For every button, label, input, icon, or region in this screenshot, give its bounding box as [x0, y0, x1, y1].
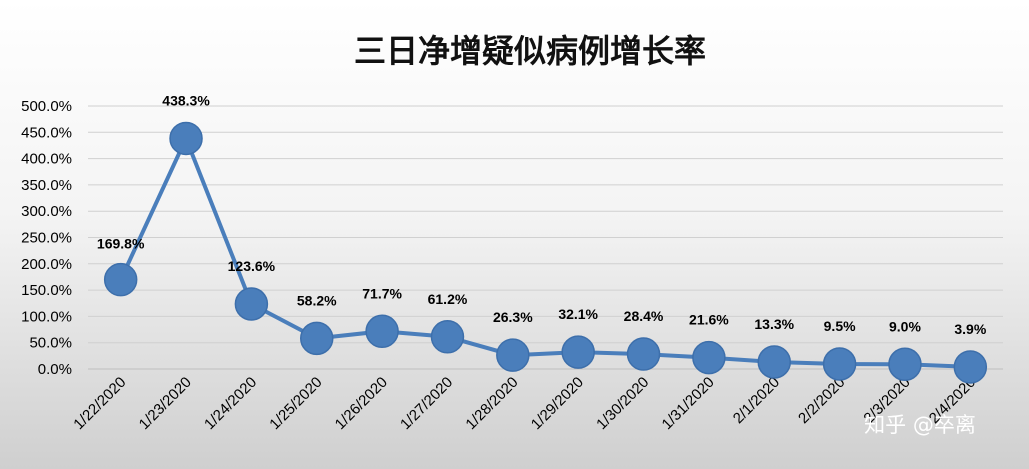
data-point: [692, 340, 726, 375]
y-tick-label: 50.0%: [29, 335, 72, 352]
y-tick-label: 450.0%: [21, 124, 72, 141]
x-tick-label: 1/23/2020: [136, 374, 195, 433]
x-tick-label: 1/25/2020: [266, 374, 325, 433]
data-label: 58.2%: [297, 292, 337, 308]
data-point: [822, 347, 857, 381]
data-point: [300, 321, 334, 356]
data-point: [430, 320, 465, 354]
data-point: [757, 345, 791, 379]
x-tick-label: 1/24/2020: [201, 374, 260, 433]
y-tick-label: 350.0%: [21, 177, 72, 194]
data-label: 26.3%: [493, 309, 533, 325]
x-tick-label: 1/30/2020: [593, 374, 652, 433]
data-point: [888, 347, 922, 382]
y-tick-label: 400.0%: [21, 151, 72, 168]
x-tick-label: 2/1/2020: [730, 374, 783, 427]
data-point: [496, 338, 530, 372]
data-label: 438.3%: [162, 92, 210, 108]
x-tick-label: 1/26/2020: [332, 374, 391, 433]
data-label: 13.3%: [754, 316, 794, 332]
watermark-text: 知乎 @卒离: [864, 413, 976, 437]
data-point: [169, 121, 203, 156]
x-tick-label: 1/29/2020: [528, 374, 587, 433]
data-point: [234, 287, 269, 321]
y-tick-label: 300.0%: [21, 203, 72, 220]
data-label: 21.6%: [689, 312, 729, 328]
y-tick-label: 100.0%: [21, 308, 72, 325]
x-tick-label: 1/22/2020: [70, 374, 129, 433]
data-point: [103, 262, 138, 297]
data-point: [953, 350, 988, 384]
data-label: 28.4%: [624, 308, 664, 324]
data-label: 3.9%: [954, 321, 986, 337]
y-tick-label: 150.0%: [21, 282, 72, 299]
y-tick-label: 0.0%: [38, 361, 72, 378]
data-label: 9.0%: [889, 318, 921, 334]
chart-title: 三日净增疑似病例增长率: [354, 32, 706, 70]
x-tick-label: 1/28/2020: [462, 374, 521, 433]
x-tick-label: 1/31/2020: [659, 374, 718, 433]
x-axis: 1/22/2020 1/23/2020 1/24/2020 1/25/2020 1/26…: [70, 368, 1003, 433]
data-label: 123.6%: [228, 258, 276, 274]
gridlines: [88, 105, 1003, 344]
data-point: [561, 335, 595, 369]
data-point: [365, 314, 399, 349]
data-label: 61.2%: [428, 291, 468, 307]
data-point: [626, 337, 661, 371]
data-label: 32.1%: [558, 306, 598, 322]
data-label: 71.7%: [362, 285, 402, 301]
y-tick-label: 250.0%: [21, 230, 72, 247]
y-axis: 0.0% 50.0% 100.0% 150.0% 200.0% 250.0% 300.0% 3…: [21, 98, 72, 378]
data-label: 9.5%: [824, 318, 856, 334]
data-labels: 169.8% 438.3% 123.6% 58.2% 71.7% 61.2% 26.3% 32…: [97, 92, 987, 336]
data-label: 169.8%: [97, 236, 145, 252]
x-tick-label: 1/27/2020: [397, 374, 456, 433]
y-tick-label: 500.0%: [21, 98, 72, 115]
x-tick-label: 2/2/2020: [795, 374, 848, 427]
y-tick-label: 200.0%: [21, 256, 72, 273]
series: [103, 121, 988, 384]
